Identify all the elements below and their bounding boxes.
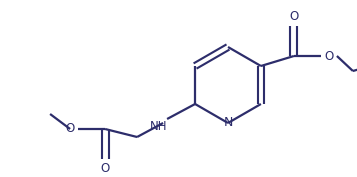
- Text: O: O: [324, 50, 333, 62]
- Text: O: O: [289, 10, 298, 24]
- Text: O: O: [100, 161, 110, 175]
- Text: N: N: [223, 116, 233, 130]
- Text: O: O: [65, 122, 75, 136]
- Text: NH: NH: [150, 121, 168, 133]
